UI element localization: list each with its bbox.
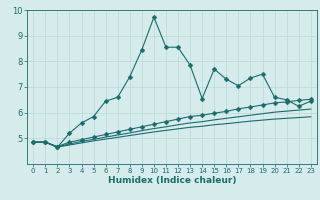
X-axis label: Humidex (Indice chaleur): Humidex (Indice chaleur) xyxy=(108,176,236,185)
